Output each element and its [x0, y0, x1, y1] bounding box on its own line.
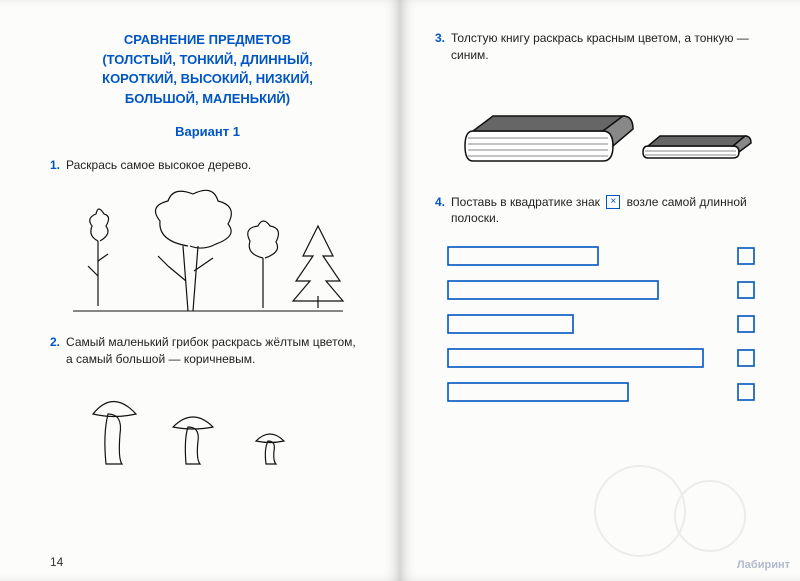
task4-before: Поставь в квадратике знак	[451, 195, 603, 209]
answer-checkbox[interactable]	[738, 248, 754, 264]
task-number: 1.	[50, 157, 60, 174]
trees-illustration	[50, 186, 365, 316]
variant-label: Вариант 1	[50, 124, 365, 139]
strips-illustration	[435, 239, 770, 429]
task-number: 4.	[435, 194, 445, 228]
mushrooms-illustration	[50, 379, 365, 474]
section-title: СРАВНЕНИЕ ПРЕДМЕТОВ (ТОЛСТЫЙ, ТОНКИЙ, ДЛ…	[50, 30, 365, 108]
answer-checkbox[interactable]	[738, 282, 754, 298]
task-3: 3. Толстую книгу раскрась красным цветом…	[435, 30, 770, 64]
strip	[448, 247, 598, 265]
task-text: Толстую книгу раскрась красным цветом, а…	[451, 30, 770, 64]
task-4: 4. Поставь в квадратике знак × возле сам…	[435, 194, 770, 228]
watermark: Лабиринт	[737, 559, 790, 571]
title-line: СРАВНЕНИЕ ПРЕДМЕТОВ	[50, 30, 365, 50]
answer-checkbox[interactable]	[738, 350, 754, 366]
task-1: 1. Раскрась самое высокое дерево.	[50, 157, 365, 174]
books-illustration	[435, 76, 770, 176]
strip	[448, 281, 658, 299]
strip	[448, 315, 573, 333]
strip	[448, 383, 628, 401]
page-number: 14	[50, 555, 63, 569]
title-line: БОЛЬШОЙ, МАЛЕНЬКИЙ)	[50, 89, 365, 109]
workbook-right-page: 3. Толстую книгу раскрась красным цветом…	[400, 0, 800, 581]
task-number: 2.	[50, 334, 60, 368]
task-2: 2. Самый маленький грибок раскрась жёлты…	[50, 334, 365, 368]
answer-checkbox[interactable]	[738, 316, 754, 332]
workbook-left-page: СРАВНЕНИЕ ПРЕДМЕТОВ (ТОЛСТЫЙ, ТОНКИЙ, ДЛ…	[0, 0, 400, 581]
title-line: КОРОТКИЙ, ВЫСОКИЙ, НИЗКИЙ,	[50, 69, 365, 89]
task-text: Самый маленький грибок раскрась жёлтым ц…	[66, 334, 365, 368]
task-number: 3.	[435, 30, 445, 64]
answer-checkbox[interactable]	[738, 384, 754, 400]
example-checkbox-icon: ×	[606, 195, 620, 209]
title-line: (ТОЛСТЫЙ, ТОНКИЙ, ДЛИННЫЙ,	[50, 50, 365, 70]
task-text: Раскрась самое высокое дерево.	[66, 157, 365, 174]
task-text: Поставь в квадратике знак × возле самой …	[451, 194, 770, 228]
strip	[448, 349, 703, 367]
